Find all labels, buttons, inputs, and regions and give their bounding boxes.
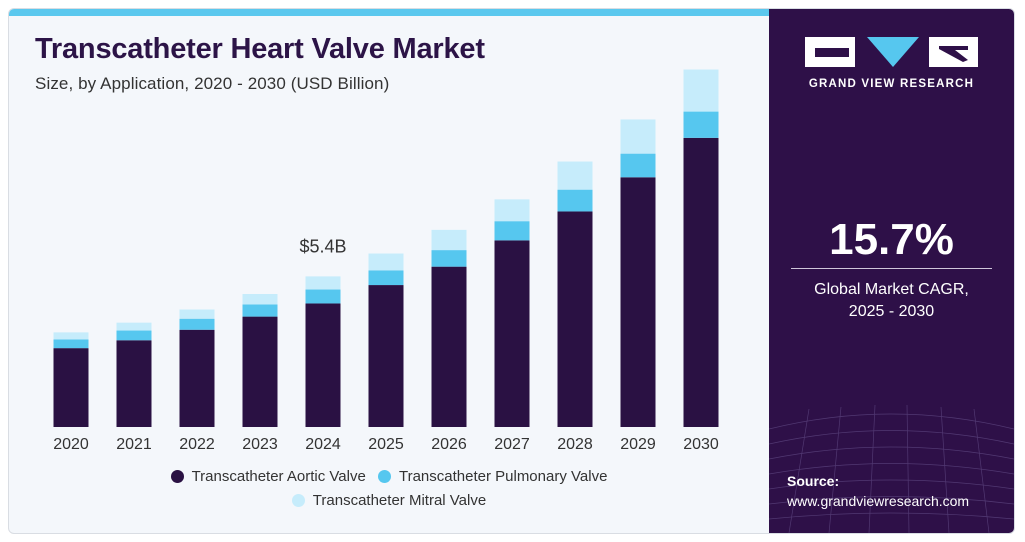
bar-mitral-2030 xyxy=(683,69,719,112)
legend-item-aortic: Transcatheter Aortic Valve xyxy=(170,468,366,485)
info-panel: GRAND VIEW RESEARCH 15.7% Global Market … xyxy=(769,9,1014,533)
bar-mitral-2029 xyxy=(620,119,656,154)
bar-aortic-2029 xyxy=(620,177,656,427)
bar-pulmonary-2029 xyxy=(620,153,656,178)
legend-swatch-pulmonary xyxy=(377,470,391,483)
bar-mitral-2026 xyxy=(431,229,467,251)
brand-name: GRAND VIEW RESEARCH xyxy=(808,78,975,90)
bar-aortic-2023 xyxy=(242,316,278,427)
legend-label-aortic: Transcatheter Aortic Valve xyxy=(191,468,366,485)
cagr-label: Global Market CAGR, 2025 - 2030 xyxy=(789,279,994,323)
bar-mitral-2027 xyxy=(494,199,530,222)
legend-label-pulmonary: Transcatheter Pulmonary Valve xyxy=(398,468,608,485)
bar-mitral-2023 xyxy=(242,293,278,305)
bar-aortic-2021 xyxy=(116,340,152,427)
decorative-grid xyxy=(769,404,1014,533)
x-tick-label-2024: 2024 xyxy=(305,436,341,453)
legend-swatch-mitral xyxy=(291,494,305,507)
cagr-label-line-1: Global Market CAGR, xyxy=(814,281,969,298)
bar-pulmonary-2026 xyxy=(431,250,467,267)
legend-row-1: Transcatheter Aortic Valve Transcatheter… xyxy=(9,468,769,487)
bar-pulmonary-2028 xyxy=(557,189,593,212)
stacked-bar-chart: 2020 2021 2022 2023 2024 $5.4B 2025 2026 2027 202… xyxy=(53,69,719,453)
bar-aortic-2027 xyxy=(494,240,530,427)
legend-swatch-aortic xyxy=(170,470,184,483)
data-label-2024: $5.4B xyxy=(299,236,346,256)
x-tick-label-2020: 2020 xyxy=(53,436,89,453)
cagr-value: 15.7% xyxy=(829,215,954,264)
bar-aortic-2022 xyxy=(179,329,215,427)
bar-mitral-2024 xyxy=(305,276,341,290)
chart-subtitle: Size, by Application, 2020 - 2030 (USD B… xyxy=(35,74,390,93)
bar-pulmonary-2021 xyxy=(116,330,152,341)
x-tick-label-2026: 2026 xyxy=(431,436,467,453)
bar-pulmonary-2020 xyxy=(53,339,89,349)
bar-mitral-2025 xyxy=(368,253,404,271)
legend-item-mitral: Transcatheter Mitral Valve xyxy=(291,492,487,509)
bar-aortic-2020 xyxy=(53,348,89,427)
x-tick-label-2028: 2028 xyxy=(557,436,593,453)
chart-title: Transcatheter Heart Valve Market xyxy=(35,33,485,65)
bar-mitral-2020 xyxy=(53,332,89,340)
bar-pulmonary-2023 xyxy=(242,304,278,317)
x-tick-label-2022: 2022 xyxy=(179,436,215,453)
x-tick-label-2027: 2027 xyxy=(494,436,530,453)
bar-pulmonary-2024 xyxy=(305,289,341,304)
x-tick-label-2025: 2025 xyxy=(368,436,404,453)
legend-item-pulmonary: Transcatheter Pulmonary Valve xyxy=(377,468,608,485)
bar-pulmonary-2030 xyxy=(683,111,719,138)
chart-card: Transcatheter Heart Valve Market Size, b… xyxy=(8,8,1015,534)
bar-aortic-2026 xyxy=(431,266,467,427)
source-url: www.grandviewresearch.com xyxy=(787,493,970,509)
accent-bar xyxy=(9,9,769,16)
bar-aortic-2030 xyxy=(683,137,719,427)
bar-mitral-2021 xyxy=(116,322,152,331)
bar-pulmonary-2027 xyxy=(494,221,530,241)
x-tick-label-2029: 2029 xyxy=(620,436,656,453)
legend-label-mitral: Transcatheter Mitral Valve xyxy=(312,492,487,509)
x-tick-label-2030: 2030 xyxy=(683,436,719,453)
bar-pulmonary-2022 xyxy=(179,318,215,330)
legend-row-2: Transcatheter Mitral Valve xyxy=(9,492,769,511)
source-title: Source: xyxy=(787,473,840,489)
brand-logo-icon xyxy=(805,37,978,67)
cagr-divider xyxy=(791,268,992,269)
bar-aortic-2028 xyxy=(557,211,593,427)
bar-aortic-2025 xyxy=(368,285,404,427)
x-tick-label-2021: 2021 xyxy=(116,436,152,453)
bar-aortic-2024 xyxy=(305,303,341,427)
cagr-label-line-2: 2025 - 2030 xyxy=(848,303,935,320)
bar-pulmonary-2025 xyxy=(368,270,404,286)
bar-mitral-2022 xyxy=(179,309,215,319)
bar-mitral-2028 xyxy=(557,161,593,190)
x-tick-label-2023: 2023 xyxy=(242,436,278,453)
